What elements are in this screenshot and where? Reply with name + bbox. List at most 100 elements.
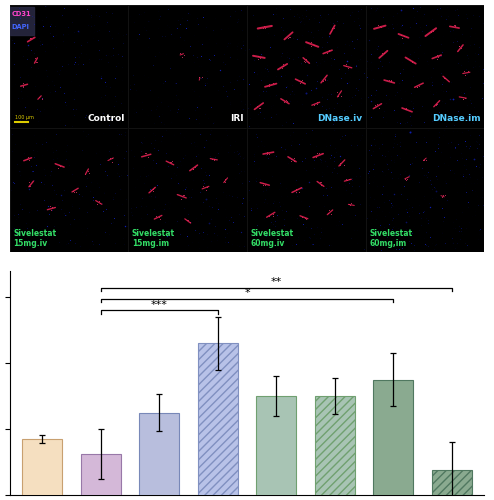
Point [464, 67, 472, 75]
Bar [315, 396, 355, 495]
Text: *: * [244, 288, 250, 298]
Point [345, 200, 353, 208]
Point [373, 100, 381, 108]
Point [27, 34, 35, 42]
Point [387, 76, 395, 84]
Point [177, 194, 185, 202]
Bar [198, 343, 238, 495]
Point [285, 34, 292, 42]
Point [70, 188, 78, 196]
Point [321, 76, 329, 84]
Point [455, 42, 463, 50]
Point [210, 155, 218, 163]
Point [302, 55, 310, 63]
Point [459, 95, 467, 103]
Point [108, 158, 116, 166]
Point [375, 104, 383, 112]
Point [326, 206, 333, 214]
Text: Control: Control [87, 114, 125, 124]
Point [433, 51, 441, 59]
Point [310, 40, 318, 48]
Point [26, 34, 34, 42]
Point [340, 160, 348, 168]
Point [298, 214, 306, 222]
Bar [10, 128, 128, 252]
Point [336, 161, 344, 169]
Point [25, 156, 33, 164]
Text: DNase.iv: DNase.iv [317, 114, 362, 124]
Point [56, 162, 64, 170]
Point [337, 92, 345, 100]
Bar [366, 128, 484, 252]
Point [347, 199, 355, 207]
Point [313, 100, 321, 108]
Point [26, 182, 34, 190]
Point [278, 64, 286, 72]
Point [427, 27, 435, 35]
Point [376, 22, 384, 30]
Point [441, 191, 449, 199]
Bar [247, 128, 366, 252]
Bar [366, 128, 484, 252]
Point [292, 188, 300, 196]
Text: CD31: CD31 [12, 10, 31, 16]
Point [180, 50, 188, 58]
Point [454, 42, 462, 50]
Point [166, 158, 174, 166]
Point [380, 50, 388, 58]
Bar [432, 470, 472, 495]
Bar [10, 128, 128, 252]
Point [265, 212, 273, 220]
Point [210, 156, 218, 164]
Point [317, 178, 325, 186]
Point [19, 82, 27, 90]
Point [413, 84, 421, 92]
Text: DNase.im: DNase.im [432, 114, 481, 124]
Point [296, 78, 304, 86]
Point [300, 57, 308, 65]
Point [319, 77, 327, 85]
Point [167, 158, 175, 166]
Point [106, 154, 114, 162]
Point [186, 218, 194, 226]
Text: 100 μm: 100 μm [15, 115, 34, 120]
Point [459, 95, 467, 103]
Point [286, 32, 293, 40]
Point [402, 175, 410, 183]
Point [72, 188, 80, 196]
Point [23, 155, 31, 163]
Point [265, 150, 273, 158]
Point [25, 182, 33, 190]
Point [451, 22, 459, 30]
Point [35, 94, 42, 102]
Point [31, 54, 39, 62]
Point [336, 159, 344, 167]
Point [265, 82, 273, 90]
Point [191, 163, 199, 171]
Bar [81, 454, 121, 495]
Point [203, 186, 210, 194]
Point [307, 38, 315, 46]
Point [413, 84, 421, 92]
Point [261, 182, 269, 190]
Bar [247, 5, 366, 128]
Point [427, 28, 435, 36]
Point [190, 164, 198, 172]
Bar [247, 5, 366, 128]
Point [432, 100, 440, 108]
Point [203, 183, 211, 191]
Point [402, 104, 410, 112]
Point [406, 56, 414, 64]
Point [434, 53, 442, 61]
Point [398, 34, 406, 42]
Text: IRI: IRI [230, 114, 244, 124]
Point [19, 79, 27, 87]
Point [95, 198, 103, 205]
Point [408, 56, 415, 64]
Point [255, 104, 263, 112]
Bar [10, 7, 34, 34]
Point [258, 24, 266, 32]
Point [419, 156, 427, 164]
Point [312, 153, 320, 161]
Point [307, 42, 315, 50]
